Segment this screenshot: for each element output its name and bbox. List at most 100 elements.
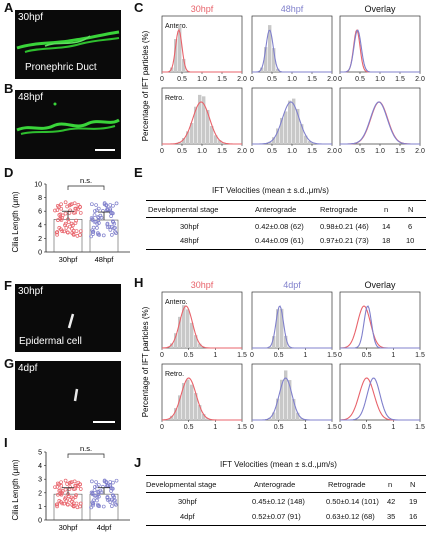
panel-letter-h: H xyxy=(134,275,144,290)
y-tick-label: 4 xyxy=(38,222,42,229)
histogram-bar xyxy=(300,418,304,420)
data-point xyxy=(74,229,79,233)
table-mid-rule-j xyxy=(146,492,426,493)
group-label: 30hpf xyxy=(59,255,79,264)
data-point xyxy=(70,226,74,231)
stage-label-b: 48hpf xyxy=(18,92,44,103)
histogram-bar xyxy=(292,98,296,144)
data-point xyxy=(73,486,78,491)
histogram-bar xyxy=(194,106,198,144)
x-tick-label: 1.5 xyxy=(217,76,227,83)
mean-bar xyxy=(53,493,83,521)
panel-letter-a: A xyxy=(4,0,14,15)
table-bottom-rule-e xyxy=(146,249,426,250)
row-label: Retro. xyxy=(165,95,184,102)
x-tick-label: 0 xyxy=(338,424,342,431)
histogram-bar xyxy=(284,111,288,144)
histogram-subplot: 0 0.5 1 1.5 xyxy=(250,363,337,431)
histogram-bar xyxy=(296,108,300,144)
data-point xyxy=(96,231,100,235)
scale-bar-b xyxy=(95,149,115,151)
x-tick-label: 1.5 xyxy=(237,352,247,359)
x-tick-label: 1 xyxy=(303,352,307,359)
row2-antero-j: 0.52±0.07 (91) xyxy=(252,512,301,521)
header-N-e: N xyxy=(408,205,414,214)
data-point xyxy=(90,218,95,222)
ylabel-d: Cilia Length (μm) xyxy=(11,191,20,252)
header-retro-e: Retrograde xyxy=(320,205,358,214)
data-point xyxy=(114,201,119,206)
data-point xyxy=(64,499,69,503)
data-point xyxy=(108,480,113,484)
x-tick-label: 0 xyxy=(250,352,254,359)
data-point xyxy=(109,233,114,237)
histogram-bar xyxy=(280,379,284,420)
data-point xyxy=(73,221,78,225)
x-tick-label: 1 xyxy=(391,352,395,359)
x-tick-label: 0 xyxy=(250,76,254,83)
y-tick-label: 1 xyxy=(38,504,42,511)
data-point xyxy=(62,229,66,234)
x-tick-label: 1 xyxy=(391,424,395,431)
panel-letter-c: C xyxy=(134,0,144,15)
x-tick-label: 1.5 xyxy=(395,148,405,155)
panel-letter-f: F xyxy=(4,278,12,293)
data-point xyxy=(76,480,81,485)
dotplot-panel-d: Cilia Length (μm) 0 2 4 6 8 10 30hpf 48hpf n.s. xyxy=(11,176,130,264)
header-n-e: n xyxy=(384,205,389,214)
histogram-subplot: 0 0.5 1.0 1.5 2.0 xyxy=(338,87,425,155)
data-point xyxy=(70,499,74,504)
micrograph-b: 48hpf xyxy=(15,90,121,159)
data-point xyxy=(104,208,109,212)
data-point xyxy=(93,209,97,213)
x-tick-label: 2.0 xyxy=(327,76,337,83)
histogram-bar xyxy=(182,383,186,420)
data-point xyxy=(105,225,110,229)
histogram-bar xyxy=(202,96,206,144)
data-point xyxy=(91,232,95,236)
significance-label: n.s. xyxy=(80,176,92,185)
histogram-bar xyxy=(264,47,268,72)
data-point xyxy=(99,490,104,495)
data-point xyxy=(99,215,104,220)
x-tick-label: 1.0 xyxy=(197,148,207,155)
fit-curve xyxy=(340,305,420,349)
fit-curve xyxy=(252,29,332,73)
histogram-bar xyxy=(198,343,202,348)
data-point xyxy=(101,233,106,238)
x-tick-label: 1.0 xyxy=(197,76,207,83)
histogram-bar xyxy=(268,417,272,420)
row2-retro-e: 0.97±0.21 (73) xyxy=(320,236,369,245)
data-point xyxy=(108,228,113,232)
row-label: Antero. xyxy=(165,299,188,306)
fit-curve xyxy=(252,305,332,349)
histogram-bar xyxy=(182,137,186,144)
row2-antero-e: 0.44±0.09 (61) xyxy=(255,236,304,245)
data-point xyxy=(64,226,69,230)
y-tick-label: 5 xyxy=(38,450,42,457)
data-point xyxy=(76,203,81,207)
row1-antero-e: 0.42±0.08 (62) xyxy=(255,222,304,231)
histogram-bar xyxy=(190,384,194,420)
data-point xyxy=(108,203,113,207)
y-tick-label: 6 xyxy=(38,209,42,216)
histogram-bar xyxy=(272,137,276,144)
x-tick-label: 0.5 xyxy=(177,148,187,155)
row2-n-j: 35 xyxy=(387,512,396,521)
column-title: 48hpf xyxy=(281,4,304,14)
subplot-frame xyxy=(251,291,333,349)
pronephric-duct-image xyxy=(16,30,120,53)
histogram-subplot: 0 0.5 1.0 1.5 2.0 Antero. xyxy=(160,15,247,83)
histogram-bar xyxy=(174,39,178,72)
column-title: 30hpf xyxy=(191,280,214,290)
histogram-bar xyxy=(194,335,198,348)
histogram-bar xyxy=(304,135,308,144)
x-tick-label: 2.0 xyxy=(415,148,425,155)
data-point xyxy=(110,211,114,215)
data-point xyxy=(68,224,72,229)
x-tick-label: 1 xyxy=(213,352,217,359)
x-tick-label: 0 xyxy=(250,424,254,431)
row1-N-j: 19 xyxy=(409,497,418,506)
fit-curve xyxy=(340,101,420,145)
data-point xyxy=(109,504,114,508)
